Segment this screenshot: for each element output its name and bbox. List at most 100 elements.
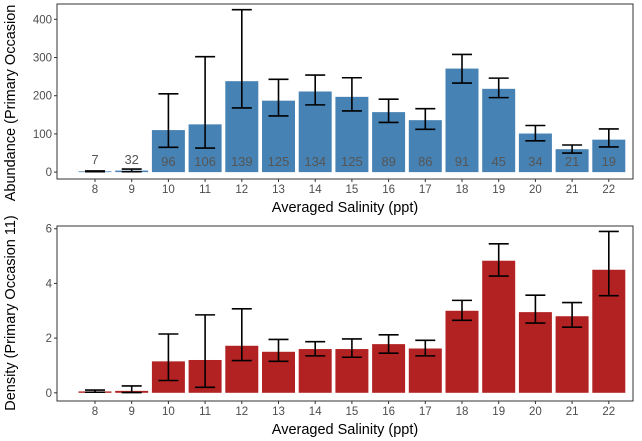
density-bar-21 [555, 316, 589, 393]
abundance-error-bar-9 [121, 168, 142, 173]
abundance-bar-label-16: 89 [381, 154, 395, 169]
abundance-x-tick-21: 21 [566, 184, 579, 196]
abundance-error-bar-19 [488, 77, 509, 99]
abundance-bar-label-13: 125 [268, 154, 290, 169]
abundance-bar-label-15: 125 [341, 154, 363, 169]
abundance-chart: 7 32 96 106 139 125 134 125 89 86 91 45 34 21 19 01002… [3, 0, 634, 216]
density-error-bar-14 [305, 340, 326, 357]
density-x-tick-10: 10 [162, 406, 175, 418]
density-error-bar-10 [158, 333, 179, 382]
density-error-bar-20 [525, 294, 546, 324]
abundance-error-bar-18 [452, 53, 472, 84]
density-bars [78, 260, 626, 393]
abundance-error-bar-20 [525, 124, 546, 142]
density-y-tick-6: 6 [46, 224, 52, 236]
density-error-bar-18 [452, 299, 472, 322]
density-error-bar-17 [415, 339, 436, 357]
abundance-x-tick-11: 11 [199, 184, 211, 196]
abundance-bar-label-20: 34 [528, 154, 542, 169]
abundance-error-bar-13 [268, 78, 289, 117]
abundance-bar-label-11: 106 [194, 154, 216, 169]
density-x-axis-title: Averaged Salinity (ppt) [272, 422, 418, 438]
density-x-tick-12: 12 [235, 406, 248, 418]
density-y-axis: 0 2 4 6 [46, 224, 57, 400]
density-y-tick-4: 4 [46, 278, 53, 290]
density-x-tick-13: 13 [272, 406, 285, 418]
abundance-x-axis-title: Averaged Salinity (ppt) [272, 200, 418, 216]
density-error-bar-16 [378, 334, 399, 354]
abundance-error-bar-8 [85, 170, 105, 173]
abundance-y-tick-100: 100 [33, 129, 52, 141]
abundance-error-bar-14 [305, 74, 326, 106]
density-x-tick-16: 16 [382, 406, 395, 418]
abundance-x-tick-22: 22 [602, 184, 615, 196]
density-x-tick-22: 22 [602, 406, 615, 418]
density-x-tick-20: 20 [529, 406, 542, 418]
abundance-bar-label-17: 86 [418, 154, 432, 169]
density-x-tick-14: 14 [309, 406, 322, 418]
abundance-bars [78, 68, 626, 173]
density-error-bar-19 [488, 242, 509, 277]
density-x-tick-11: 11 [199, 406, 211, 418]
abundance-y-axis-title: Abundance (Primary Occasion 11) [3, 0, 19, 201]
abundance-error-bar-15 [341, 76, 362, 112]
density-x-tick-15: 15 [346, 406, 359, 418]
abundance-bar-labels: 7 32 96 106 139 125 134 125 89 86 91 45 34 21 19 [91, 152, 616, 169]
abundance-y-tick-300: 300 [33, 52, 52, 64]
abundance-error-bars [85, 8, 619, 173]
abundance-x-tick-17: 17 [419, 184, 432, 196]
density-error-bar-12 [231, 308, 252, 362]
abundance-y-tick-400: 400 [33, 14, 52, 26]
abundance-error-bar-17 [415, 107, 436, 131]
density-error-bar-13 [268, 338, 289, 363]
abundance-bar-label-21: 21 [565, 154, 579, 169]
density-chart: 0 2 4 6 8 9 10 11 12 13 14 15 16 17 18 19 20 21 22 Averag… [3, 215, 634, 438]
abundance-x-tick-16: 16 [382, 184, 395, 196]
density-x-tick-18: 18 [456, 406, 469, 418]
density-error-bars [85, 230, 619, 394]
abundance-y-tick-0: 0 [46, 167, 52, 179]
density-y-tick-0: 0 [46, 388, 52, 400]
abundance-x-tick-15: 15 [346, 184, 359, 196]
abundance-bar-label-19: 45 [491, 154, 505, 169]
density-x-tick-8: 8 [92, 406, 98, 418]
abundance-bar-label-18: 91 [455, 154, 469, 169]
density-x-tick-19: 19 [492, 406, 505, 418]
abundance-bar-19 [482, 88, 516, 173]
abundance-x-tick-12: 12 [235, 184, 248, 196]
abundance-x-tick-18: 18 [456, 184, 469, 196]
abundance-bar-label-12: 139 [231, 154, 253, 169]
density-error-bar-9 [121, 385, 142, 394]
abundance-x-tick-9: 9 [128, 184, 134, 196]
abundance-x-tick-10: 10 [162, 184, 175, 196]
abundance-bar-label-9: 32 [124, 152, 138, 167]
abundance-bar-label-14: 134 [304, 154, 326, 169]
density-x-tick-9: 9 [128, 406, 134, 418]
abundance-error-bar-16 [378, 98, 399, 124]
density-bar-18 [445, 310, 479, 393]
density-bar-20 [518, 312, 552, 393]
density-x-tick-17: 17 [419, 406, 432, 418]
density-bar-19 [482, 260, 516, 393]
density-error-bar-11 [195, 314, 216, 389]
abundance-bar-label-22: 19 [602, 154, 616, 169]
density-y-tick-2: 2 [46, 333, 52, 345]
density-x-axis: 8 9 10 11 12 13 14 15 16 17 18 19 20 21 22 [92, 401, 615, 418]
abundance-error-bar-11 [195, 55, 216, 149]
abundance-y-tick-200: 200 [33, 91, 52, 103]
abundance-error-bar-10 [158, 92, 179, 149]
density-y-axis-title: Density (Primary Occasion 11) [3, 215, 19, 411]
abundance-bar-21 [555, 149, 589, 173]
abundance-bar-label-10: 96 [161, 154, 175, 169]
abundance-x-axis: 8 9 10 11 12 13 14 15 16 17 18 19 20 21 22 [92, 179, 615, 196]
abundance-y-axis: 0 100 200 300 400 [33, 14, 57, 179]
abundance-error-bar-22 [598, 128, 619, 148]
abundance-x-tick-20: 20 [529, 184, 542, 196]
abundance-x-tick-14: 14 [309, 184, 322, 196]
density-x-tick-21: 21 [566, 406, 579, 418]
density-error-bar-22 [598, 230, 619, 297]
density-error-bar-8 [85, 389, 105, 394]
abundance-x-tick-13: 13 [272, 184, 285, 196]
abundance-bar-label-8: 7 [91, 152, 98, 167]
